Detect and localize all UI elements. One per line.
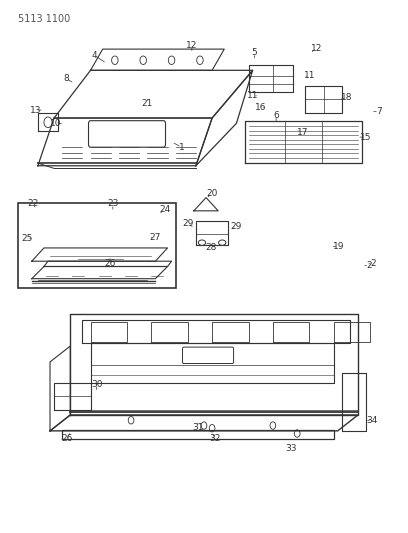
- Text: 5: 5: [252, 49, 257, 58]
- Text: 29: 29: [231, 222, 242, 231]
- Text: 21: 21: [142, 99, 153, 108]
- Text: 10: 10: [50, 119, 62, 128]
- Text: 11: 11: [247, 91, 259, 100]
- Text: 15: 15: [359, 133, 371, 142]
- Text: 34: 34: [366, 416, 378, 425]
- FancyBboxPatch shape: [182, 347, 234, 364]
- Ellipse shape: [198, 240, 206, 245]
- Text: 16: 16: [255, 103, 266, 112]
- Text: 24: 24: [159, 205, 170, 214]
- Text: 4: 4: [92, 51, 98, 60]
- Text: 5113 1100: 5113 1100: [18, 13, 70, 23]
- Text: 2: 2: [366, 261, 372, 270]
- Text: 31: 31: [192, 423, 204, 432]
- Text: 23: 23: [107, 199, 118, 208]
- Text: 18: 18: [341, 93, 353, 102]
- Text: 19: 19: [333, 242, 344, 251]
- Text: 2: 2: [370, 260, 376, 268]
- Text: 1: 1: [179, 143, 184, 152]
- Text: 17: 17: [297, 128, 308, 137]
- Text: 12: 12: [186, 41, 197, 50]
- Text: 33: 33: [285, 445, 297, 454]
- FancyBboxPatch shape: [89, 120, 166, 147]
- Text: 22: 22: [27, 199, 38, 208]
- Text: 32: 32: [210, 434, 221, 443]
- Bar: [18, 203, 175, 288]
- Text: 29: 29: [182, 219, 194, 228]
- Text: 6: 6: [273, 111, 279, 120]
- Text: 7: 7: [376, 107, 382, 116]
- Text: 27: 27: [149, 233, 160, 242]
- Text: 28: 28: [205, 243, 217, 252]
- Ellipse shape: [219, 240, 226, 245]
- Text: 13: 13: [30, 106, 42, 115]
- Text: 11: 11: [304, 71, 315, 80]
- Text: 30: 30: [91, 379, 102, 389]
- Text: 8: 8: [63, 74, 69, 83]
- Text: 12: 12: [310, 44, 322, 53]
- Text: 26: 26: [104, 260, 116, 268]
- Text: 25: 25: [21, 234, 33, 243]
- Text: 26: 26: [61, 434, 73, 443]
- Text: 20: 20: [206, 189, 218, 198]
